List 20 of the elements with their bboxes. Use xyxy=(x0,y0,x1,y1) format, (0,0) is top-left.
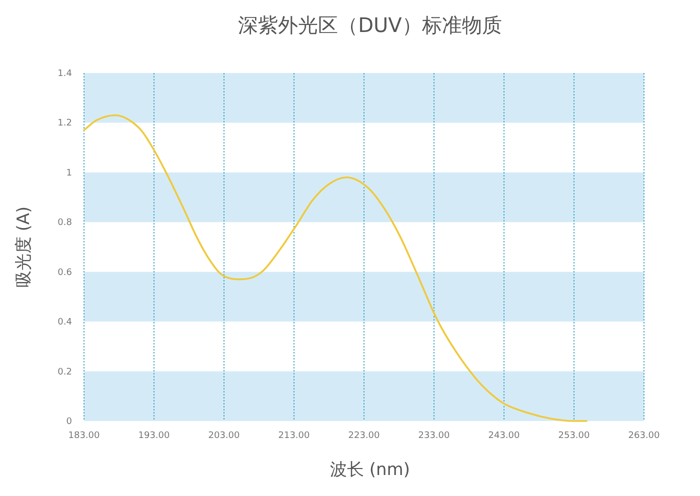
y-tick-label: 1.4 xyxy=(58,69,72,79)
x-tick-label: 253.00 xyxy=(558,431,590,441)
y-tick-label: 0 xyxy=(66,417,72,427)
y-tick-label: 0.6 xyxy=(58,268,72,278)
x-axis-title: 波长 (nm) xyxy=(330,460,410,480)
y-tick-label: 1 xyxy=(66,168,72,178)
y-tick-label: 0.8 xyxy=(58,218,72,228)
y-tick-label: 1.2 xyxy=(58,118,72,129)
y-tick-label: 0.4 xyxy=(58,318,72,328)
x-tick-label: 213.00 xyxy=(278,431,310,441)
x-tick-label: 183.00 xyxy=(68,431,100,441)
x-tick-label: 263.00 xyxy=(628,431,660,441)
y-tick-label: 0.2 xyxy=(58,367,72,378)
x-tick-label: 243.00 xyxy=(488,431,520,441)
x-tick-label: 193.00 xyxy=(138,431,170,441)
x-tick-label: 223.00 xyxy=(348,431,380,441)
y-axis-title: 吸光度 (A) xyxy=(14,206,34,288)
chart-title: 深紫外光区（DUV）标准物质 xyxy=(238,13,502,37)
x-tick-label: 233.00 xyxy=(418,431,450,441)
x-tick-label: 203.00 xyxy=(208,431,240,441)
